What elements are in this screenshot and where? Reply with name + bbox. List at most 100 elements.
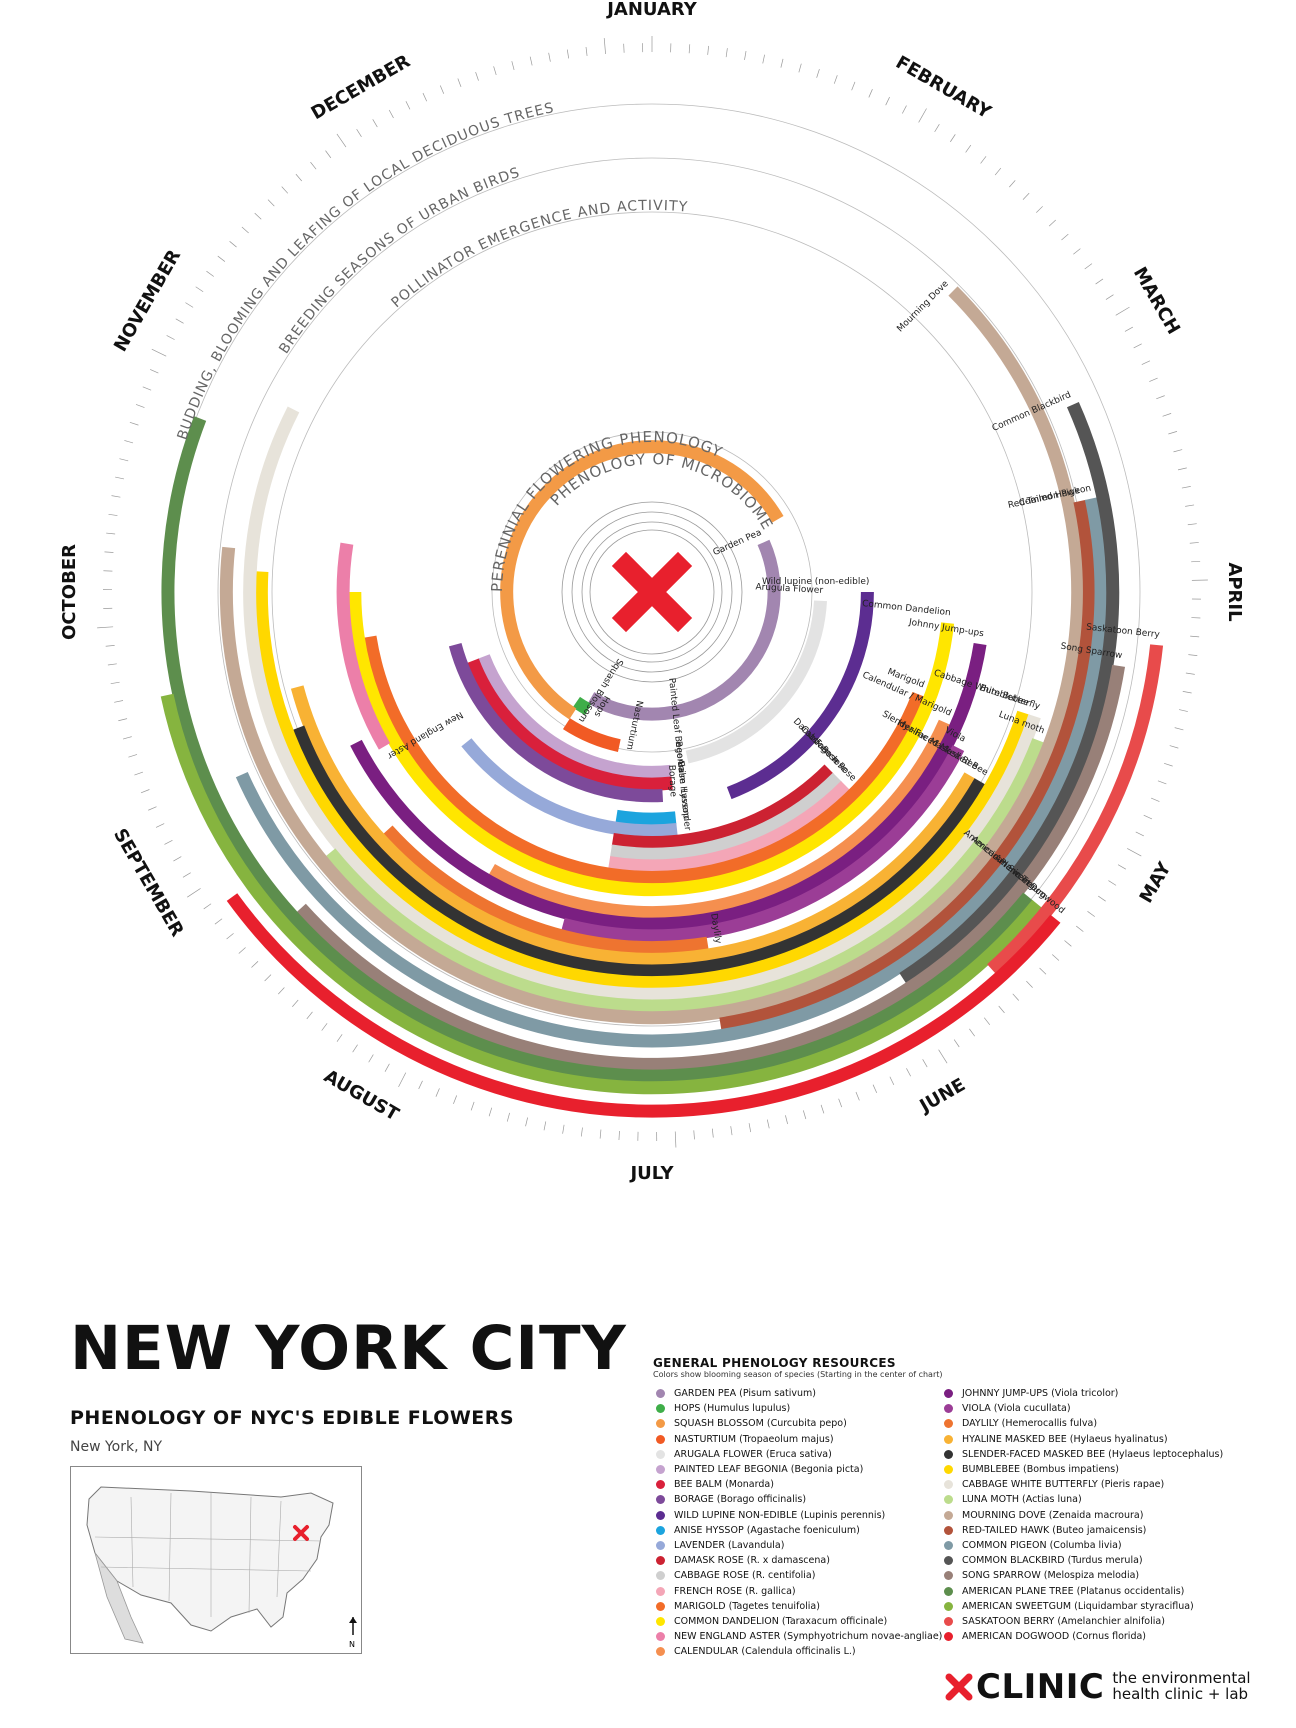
us-map: N [70, 1466, 362, 1654]
tick-mark [1149, 377, 1158, 382]
tick-mark [1026, 980, 1033, 988]
tick-mark [150, 369, 159, 374]
tick-mark [306, 1011, 313, 1020]
tick-mark [511, 61, 515, 70]
tick-mark [310, 161, 317, 170]
tick-mark [384, 1063, 390, 1072]
tick-mark [372, 119, 378, 128]
series-arc [350, 642, 987, 931]
legend-item: SQUASH BLOSSOM (Curcubita pepo) [656, 1416, 942, 1431]
series-arc [161, 416, 1034, 1083]
series-arc [336, 542, 391, 750]
tick-mark [934, 124, 940, 133]
tick-mark [1012, 993, 1020, 1001]
tick-mark [493, 66, 497, 76]
legend-swatch [656, 1495, 665, 1505]
month-label: AUGUST [320, 1066, 403, 1126]
tick-mark [1036, 206, 1043, 213]
legend-label: AMERICAN DOGWOOD (Cornus florida) [962, 1631, 1146, 1643]
series-label: Cabbage White Butterfly [932, 668, 1041, 712]
legend-item: AMERICAN DOGWOOD (Cornus florida) [944, 1629, 1223, 1644]
series-arc [243, 406, 1041, 1001]
series-arc [292, 725, 986, 978]
tick-mark [1115, 306, 1130, 316]
legend-label: BEE BALM (Monarda) [674, 1479, 774, 1491]
tick-mark [206, 270, 214, 277]
tick-mark [1073, 248, 1081, 255]
tick-mark [388, 109, 394, 119]
legend-swatch [656, 1404, 665, 1414]
month-label: APRIL [1224, 562, 1245, 621]
guide-circle [491, 431, 813, 753]
tick-mark [134, 771, 144, 776]
legend-column-1: GARDEN PEA (Pisum sativum) HOPS (Humulus … [656, 1386, 942, 1659]
tick-mark [457, 78, 462, 88]
legend-item: NEW ENGLAND ASTER (Symphyotrichum novae-… [656, 1629, 942, 1644]
tick-mark [1117, 864, 1127, 870]
tick-mark [855, 1091, 860, 1101]
tick-mark [435, 1088, 440, 1097]
tick-mark [953, 1039, 960, 1048]
ring-label: BUDDING, BLOOMING AND LEAFING OF LOCAL D… [175, 100, 556, 442]
month-label: MARCH [1129, 263, 1184, 338]
tick-mark [398, 1072, 407, 1088]
series-arc [500, 440, 784, 720]
tick-mark [151, 348, 167, 357]
legend-swatch [944, 1586, 953, 1596]
legend-swatch [944, 1389, 953, 1399]
legend-swatch [656, 1556, 665, 1566]
tick-mark [1190, 635, 1200, 638]
center-x-icon [611, 551, 693, 633]
tick-mark [1098, 895, 1106, 902]
tick-mark [766, 1119, 770, 1129]
tick-mark [155, 823, 165, 828]
legend-swatch [944, 1434, 953, 1444]
legend-label: NASTURTIUM (Tropaeolum majus) [674, 1433, 834, 1445]
tick-mark [851, 81, 856, 91]
series-arc [572, 696, 592, 716]
tick-mark [950, 134, 956, 143]
tick-mark [816, 69, 820, 78]
nyc-marker-icon [293, 1525, 309, 1541]
tick-mark [902, 105, 907, 114]
logo-tagline-2: health clinic + lab [1112, 1685, 1249, 1703]
month-label: SEPTEMBER [109, 825, 188, 940]
series-arc [608, 781, 851, 873]
legend-label: FRENCH ROSE (R. gallica) [674, 1585, 796, 1597]
tick-mark [785, 1115, 788, 1125]
tick-mark [124, 440, 134, 444]
tick-mark [336, 1034, 343, 1042]
tick-mark [418, 1080, 423, 1090]
legend-label: JOHNNY JUMP-UPS (Viola tricolor) [962, 1388, 1119, 1400]
tick-mark [422, 92, 428, 102]
series-arc [296, 664, 1126, 1071]
tick-mark [980, 156, 987, 164]
legend-item: BEE BALM (Monarda) [656, 1477, 942, 1492]
month-label: DECEMBER [308, 51, 414, 125]
legend-item: LAVENDER (Lavandula) [656, 1538, 942, 1553]
legend-label: BUMBLEBEE (Bombus impatiens) [962, 1464, 1119, 1476]
legend-item: COMMON PIGEON (Columba livia) [944, 1538, 1223, 1553]
series-arc [461, 738, 678, 838]
tick-mark [838, 1098, 843, 1108]
tick-mark [1133, 343, 1142, 349]
legend-note: Colors show blooming season of species (… [653, 1370, 943, 1379]
legend-swatch [944, 1480, 953, 1490]
guide-circle [581, 521, 723, 663]
tick-mark [111, 495, 121, 498]
legend-swatch [944, 1525, 953, 1535]
legend-item: FRENCH ROSE (R. gallica) [656, 1583, 942, 1598]
page-title: NEW YORK CITY [70, 1313, 627, 1384]
legend-label: COMMON BLACKBIRD (Turdus merula) [962, 1555, 1143, 1567]
legend-item: GARDEN PEA (Pisum sativum) [656, 1386, 942, 1401]
tick-mark [711, 1128, 714, 1138]
north-arrow-icon: N [349, 1617, 357, 1649]
legend-item: MARIGOLD (Tagetes tenuifolia) [656, 1599, 942, 1614]
tick-mark [730, 1126, 733, 1136]
legend-label: DAYLILY (Hemerocallis fulva) [962, 1418, 1098, 1430]
legend-item: ANISE HYSSOP (Agastache foeniculum) [656, 1523, 942, 1538]
tick-mark [107, 663, 117, 666]
